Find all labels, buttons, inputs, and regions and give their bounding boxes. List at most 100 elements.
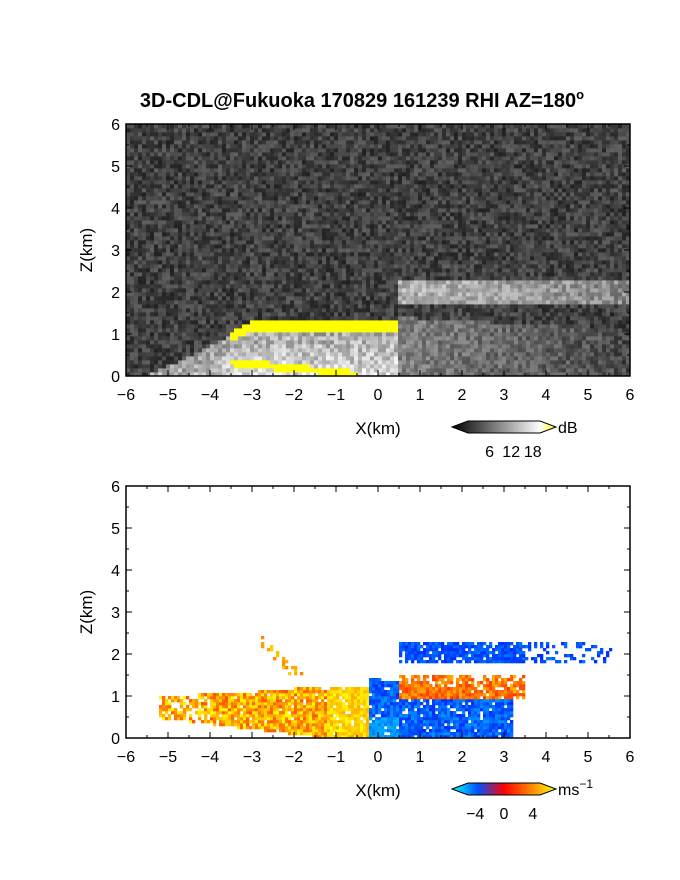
image-cell xyxy=(134,200,139,205)
image-cell xyxy=(434,240,439,245)
image-cell xyxy=(154,208,159,213)
image-cell xyxy=(234,200,239,205)
image-cell xyxy=(142,172,147,177)
image-cell xyxy=(246,284,251,289)
image-cell xyxy=(438,368,443,373)
image-cell xyxy=(394,176,399,181)
image-cell xyxy=(142,348,147,353)
image-cell xyxy=(318,316,323,321)
image-cell xyxy=(302,264,307,269)
image-cell xyxy=(366,260,371,265)
image-cell xyxy=(366,288,371,293)
image-cell xyxy=(134,340,139,345)
image-cell xyxy=(222,172,227,177)
image-cell xyxy=(354,164,359,169)
image-cell xyxy=(278,336,283,341)
image-cell xyxy=(270,368,275,373)
image-cell xyxy=(426,176,431,181)
image-cell xyxy=(378,268,383,273)
image-cell xyxy=(378,172,383,177)
image-cell xyxy=(338,184,343,189)
image-cell xyxy=(330,124,335,129)
image-cell xyxy=(134,148,139,153)
image-cell xyxy=(350,180,355,185)
image-cell xyxy=(274,132,279,137)
image-cell xyxy=(242,300,247,305)
image-cell xyxy=(382,300,387,305)
image-cell xyxy=(378,256,383,261)
image-cell xyxy=(286,292,291,297)
image-cell xyxy=(206,216,211,221)
image-cell xyxy=(314,304,319,309)
image-cell xyxy=(374,168,379,173)
image-cell xyxy=(350,160,355,165)
image-cell xyxy=(174,328,179,333)
image-cell xyxy=(414,228,419,233)
image-cell xyxy=(146,328,151,333)
image-cell xyxy=(266,168,271,173)
image-cell xyxy=(134,220,139,225)
image-cell xyxy=(442,336,447,341)
image-cell xyxy=(194,316,199,321)
image-cell xyxy=(206,284,211,289)
image-cell xyxy=(250,344,255,349)
image-cell xyxy=(170,172,175,177)
image-cell xyxy=(402,284,407,289)
image-cell xyxy=(382,176,387,181)
image-cell xyxy=(402,220,407,225)
image-cell xyxy=(134,132,139,137)
image-cell xyxy=(258,240,263,245)
image-cell xyxy=(194,244,199,249)
image-cell xyxy=(230,268,235,273)
image-cell xyxy=(126,232,131,237)
image-cell xyxy=(430,352,435,357)
image-cell xyxy=(430,228,435,233)
image-cell xyxy=(130,328,135,333)
image-cell xyxy=(198,276,203,281)
image-cell xyxy=(326,224,331,229)
image-cell xyxy=(386,296,391,301)
image-cell xyxy=(366,188,371,193)
image-cell xyxy=(406,320,411,325)
image-cell xyxy=(214,228,219,233)
image-cell xyxy=(254,244,259,249)
image-cell xyxy=(190,320,195,325)
image-cell xyxy=(430,268,435,273)
image-cell xyxy=(398,180,403,185)
image-cell xyxy=(422,152,427,157)
image-cell xyxy=(398,244,403,249)
image-cell xyxy=(342,312,347,317)
image-cell xyxy=(358,172,363,177)
image-cell xyxy=(174,360,179,365)
image-cell xyxy=(194,308,199,313)
image-cell xyxy=(438,184,443,189)
image-cell xyxy=(314,168,319,173)
image-cell xyxy=(342,368,347,373)
image-cell xyxy=(338,348,343,353)
image-cell xyxy=(150,208,155,213)
image-cell xyxy=(422,260,427,265)
image-cell xyxy=(218,200,223,205)
image-cell xyxy=(218,348,223,353)
image-cell xyxy=(322,160,327,165)
image-cell xyxy=(314,364,319,369)
image-cell xyxy=(326,360,331,365)
image-cell xyxy=(186,288,191,293)
image-cell xyxy=(222,264,227,269)
image-cell xyxy=(126,284,131,289)
image-cell xyxy=(250,240,255,245)
image-cell xyxy=(138,160,143,165)
image-cell xyxy=(334,204,339,209)
image-cell xyxy=(182,200,187,205)
image-cell xyxy=(258,304,263,309)
image-cell xyxy=(238,168,243,173)
image-cell xyxy=(254,144,259,149)
image-cell xyxy=(130,316,135,321)
image-cell xyxy=(230,168,235,173)
image-cell xyxy=(306,184,311,189)
image-cell xyxy=(250,220,255,225)
image-cell xyxy=(402,280,407,285)
image-cell xyxy=(274,280,279,285)
image-cell xyxy=(174,324,179,329)
image-cell xyxy=(314,320,319,325)
